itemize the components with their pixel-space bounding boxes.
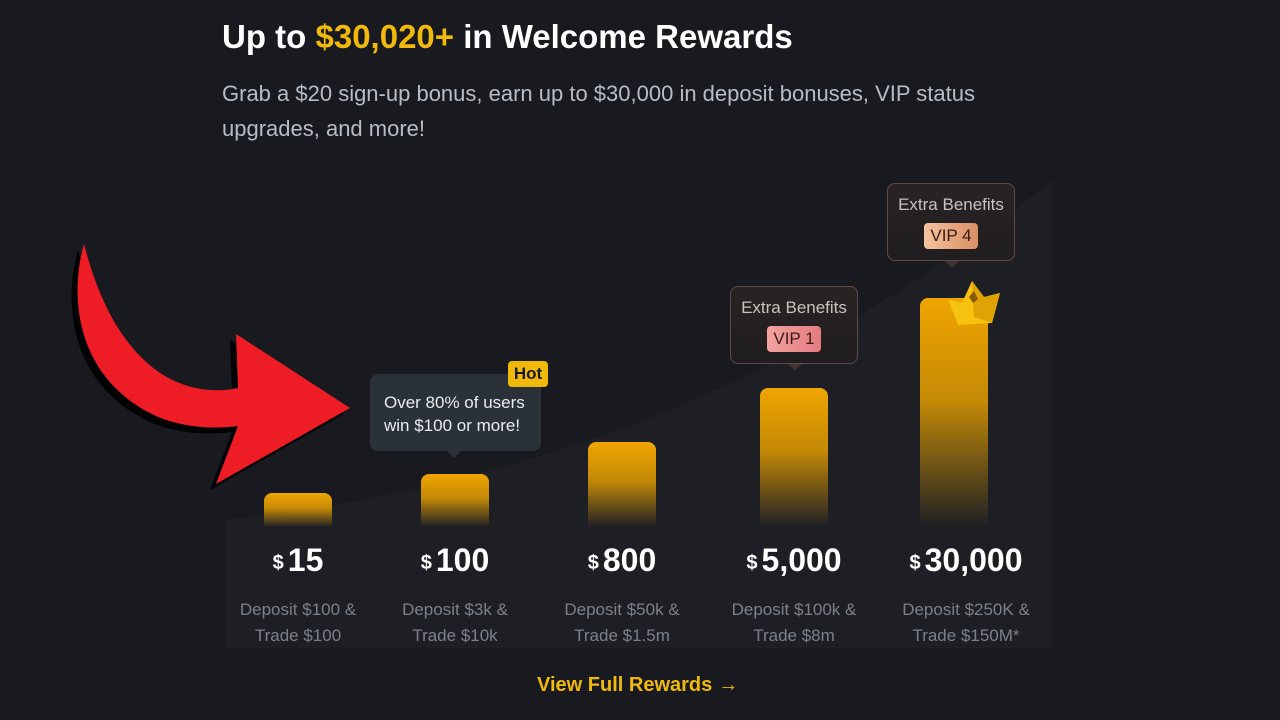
extra-benefits-label: Extra Benefits (898, 195, 1004, 214)
hot-badge: Hot (508, 361, 548, 387)
amount-value: 100 (435, 542, 490, 578)
tier-bar-2 (421, 474, 489, 527)
amount-value: 15 (287, 542, 324, 578)
tier-amount-5: $30,000 (886, 542, 1046, 579)
title-amount: $30,020+ (315, 18, 455, 55)
page-subtitle: Grab a $20 sign-up bonus, earn up to $30… (222, 81, 976, 141)
condition-line: Deposit $3k & (402, 600, 508, 619)
amount-value: 30,000 (924, 542, 1023, 578)
condition-line: Deposit $50k & (564, 600, 680, 619)
tier-condition-4: Deposit $100k & Trade $8m (709, 597, 879, 649)
extra-benefits-label: Extra Benefits (741, 298, 847, 317)
page-title: Up to $30,020+ in Welcome Rewards (222, 18, 793, 56)
title-prefix: Up to (222, 18, 316, 55)
condition-line: Trade $10k (412, 626, 498, 645)
tier-condition-5: Deposit $250K & Trade $150M* (881, 597, 1051, 649)
vip1-badge: VIP 1 (767, 326, 821, 352)
condition-line: Deposit $250K & (902, 600, 1030, 619)
currency-symbol: $ (909, 552, 921, 574)
tier-amount-4: $5,000 (714, 542, 874, 579)
condition-line: Deposit $100 & (239, 600, 357, 619)
arrow-right-icon: → (718, 674, 739, 696)
condition-line: Trade $150M* (912, 626, 1020, 645)
red-arrow-annotation (71, 244, 350, 490)
tooltip-line: win $100 or more! (384, 416, 521, 435)
tier-condition-2: Deposit $3k & Trade $10k (370, 597, 540, 649)
currency-symbol: $ (272, 552, 284, 574)
vip4-badge: VIP 4 (924, 223, 978, 249)
currency-symbol: $ (746, 552, 758, 574)
tier-condition-3: Deposit $50k & Trade $1.5m (537, 597, 707, 649)
tooltip-line: Over 80% of users (384, 393, 525, 412)
condition-line: Trade $8m (753, 626, 835, 645)
condition-line: Trade $100 (254, 626, 342, 645)
condition-line: Trade $1.5m (574, 626, 670, 645)
tier-bar-4 (760, 388, 828, 527)
tier-bar-3 (588, 442, 656, 527)
tier-amount-1: $15 (218, 542, 378, 579)
amount-value: 5,000 (761, 542, 842, 578)
view-full-rewards-link[interactable]: View Full Rewards → (537, 674, 738, 697)
tier-condition-1: Deposit $100 & Trade $100 (213, 597, 383, 649)
crown-icon (948, 281, 1000, 325)
tier-bar-1 (264, 493, 332, 527)
view-full-rewards-label: View Full Rewards (537, 674, 713, 696)
tier-amount-2: $100 (375, 542, 535, 579)
vip4-benefits-box: Extra Benefits VIP 4 (887, 183, 1015, 268)
amount-value: 800 (602, 542, 657, 578)
tier-amount-3: $800 (542, 542, 702, 579)
tier-bar-5 (920, 298, 988, 527)
title-suffix: in Welcome Rewards (454, 18, 793, 55)
currency-symbol: $ (420, 552, 432, 574)
vip1-benefits-box: Extra Benefits VIP 1 (730, 286, 858, 371)
condition-line: Deposit $100k & (731, 600, 857, 619)
currency-symbol: $ (587, 552, 599, 574)
